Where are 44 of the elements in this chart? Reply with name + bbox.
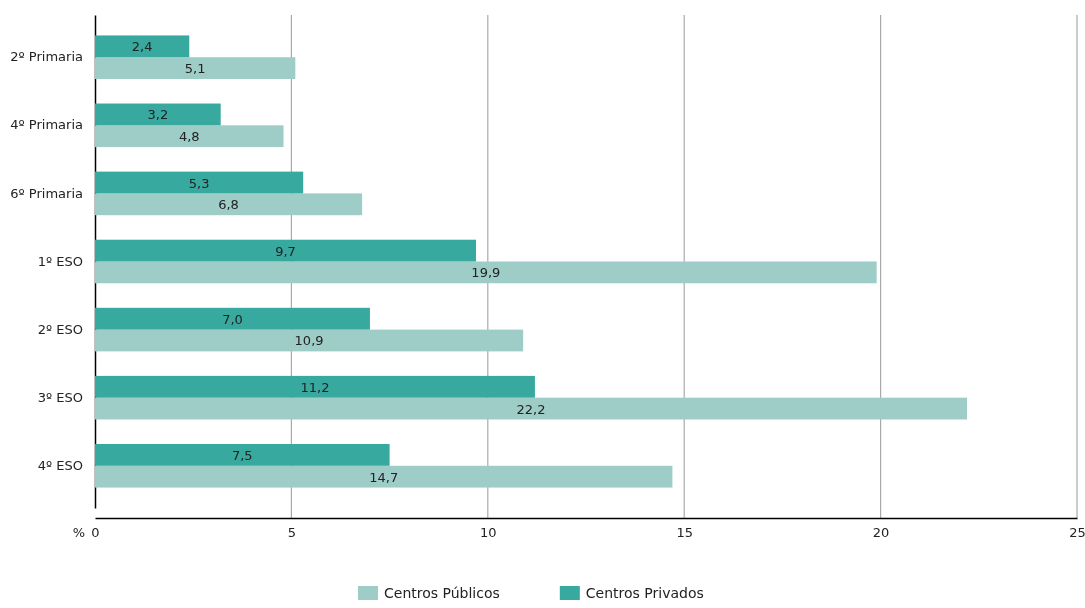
x-tick-label: 25 (1069, 525, 1085, 541)
y-tick-label: 1º ESO (37, 253, 83, 269)
bar (95, 239, 477, 262)
data-label: 5,1 (184, 61, 206, 77)
bar (95, 261, 877, 284)
y-tick-label: 6º Primaria (10, 185, 83, 201)
y-tick-label: 2º Primaria (10, 49, 83, 65)
bar (95, 375, 535, 398)
data-label: 9,7 (275, 243, 296, 259)
data-label: 3,2 (147, 107, 169, 123)
bar (95, 329, 524, 352)
data-label: 19,9 (471, 265, 501, 281)
bar (95, 35, 190, 58)
data-label: 6,8 (218, 197, 239, 213)
x-tick-label: 0 (91, 525, 100, 541)
data-label: 10,9 (294, 333, 324, 349)
y-tick-label: 3º ESO (37, 389, 83, 405)
data-label: 7,5 (231, 447, 253, 463)
bar (95, 307, 370, 330)
data-label: 11,2 (300, 379, 330, 395)
data-label: 14,7 (369, 469, 399, 485)
x-axis-title: % (72, 525, 85, 540)
data-label: 2,4 (131, 39, 153, 55)
bar (95, 103, 221, 126)
y-tick-label: 4º Primaria (10, 117, 83, 133)
x-tick-label: 5 (287, 525, 297, 541)
x-tick-label: 10 (480, 525, 497, 541)
legend-label: Centros Privados (585, 585, 704, 601)
bar (95, 171, 304, 194)
bar (95, 57, 296, 80)
data-label: 22,2 (516, 401, 546, 417)
data-label: 7,0 (222, 311, 243, 327)
legend-label: Centros Públicos (384, 585, 500, 601)
y-tick-label: 2º ESO (37, 321, 83, 337)
y-tick-label: 4º ESO (37, 457, 83, 473)
x-tick-label: 20 (872, 525, 890, 541)
data-label: 4,8 (178, 129, 200, 145)
bar (95, 125, 284, 148)
bar (95, 193, 363, 216)
data-label: 5,3 (188, 175, 210, 191)
x-tick-label: 15 (676, 525, 693, 541)
bar (95, 397, 968, 420)
bar (95, 443, 390, 466)
bar (95, 465, 673, 488)
